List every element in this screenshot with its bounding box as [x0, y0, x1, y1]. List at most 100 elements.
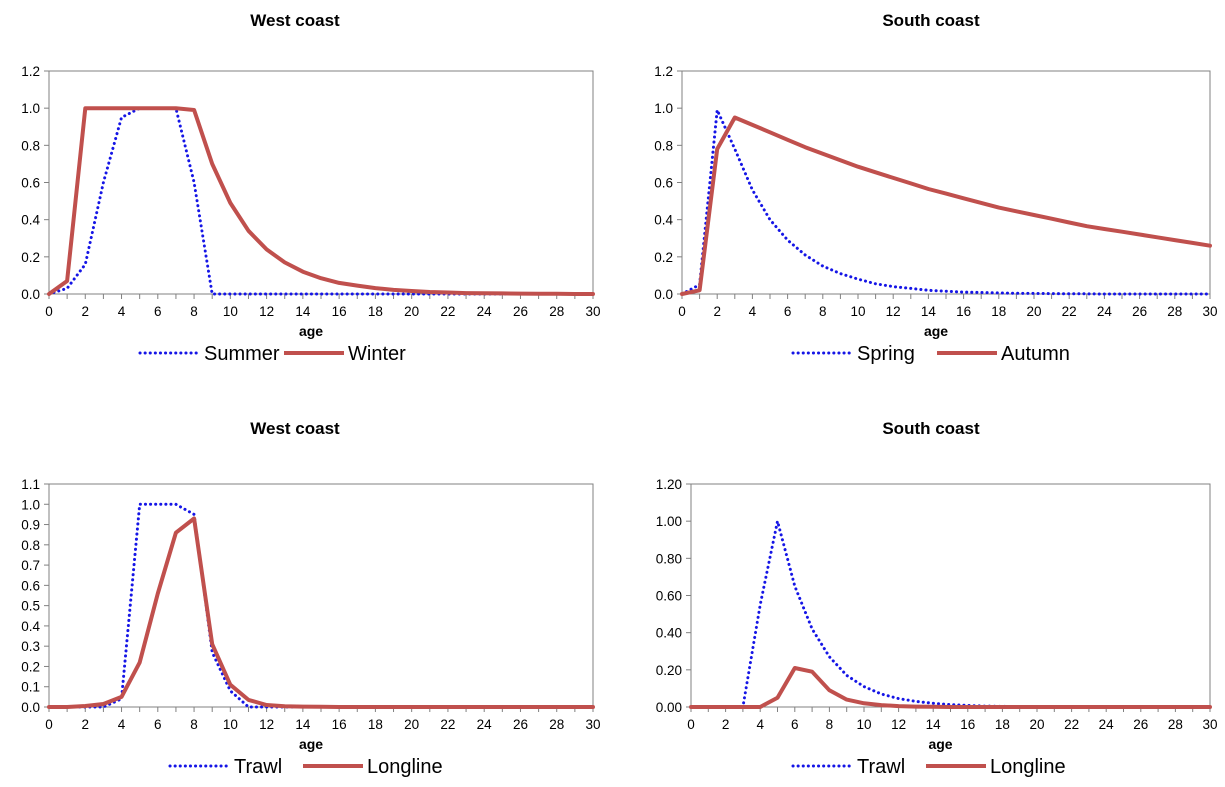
x-tick-label: 14: [295, 304, 311, 319]
y-tick-label: 1.00: [656, 514, 682, 529]
legend-item-spring: Spring: [791, 343, 915, 365]
plot-area: [690, 483, 1211, 708]
x-tick-label: 0: [687, 717, 695, 732]
y-tick-label: 0.3: [21, 639, 40, 654]
series-line-trawl: [689, 519, 1212, 709]
x-axis-label: age: [928, 736, 952, 752]
x-tick-label: 0: [678, 304, 686, 319]
legend-label: Spring: [857, 343, 915, 365]
legend-item-longline: Longline: [926, 756, 1066, 778]
x-tick-label: 6: [784, 304, 792, 319]
x-tick-label: 8: [190, 304, 198, 319]
y-tick-label: 0.5: [21, 599, 40, 614]
x-tick-label: 6: [154, 304, 162, 319]
x-tick-label: 18: [368, 717, 383, 732]
y-tick-label: 0.8: [21, 138, 40, 153]
chart-title: South coast: [882, 419, 980, 438]
y-tick-label: 0.2: [21, 659, 40, 674]
chart-title: West coast: [250, 419, 340, 438]
x-tick-label: 20: [404, 717, 419, 732]
x-tick-label: 14: [926, 717, 942, 732]
legend-item-longline: Longline: [303, 756, 443, 778]
x-tick-label: 20: [404, 304, 419, 319]
legend-item-trawl: Trawl: [168, 756, 282, 778]
y-tick-label: 0.8: [654, 138, 673, 153]
x-tick-label: 28: [1168, 717, 1183, 732]
x-tick-label: 2: [713, 304, 721, 319]
x-axis-label: age: [299, 323, 323, 339]
x-tick-label: 22: [1064, 717, 1079, 732]
y-tick-label: 0.1: [21, 680, 40, 695]
x-tick-label: 20: [1026, 304, 1041, 319]
x-tick-label: 24: [477, 304, 493, 319]
x-tick-label: 10: [223, 717, 238, 732]
chart-title: West coast: [250, 11, 340, 30]
x-tick-label: 12: [259, 717, 274, 732]
chart-title: South coast: [882, 11, 980, 30]
x-tick-label: 16: [960, 717, 975, 732]
x-tick-label: 12: [886, 304, 901, 319]
y-tick-label: 0.6: [21, 176, 40, 191]
x-tick-label: 26: [513, 717, 528, 732]
legend-label: Winter: [348, 343, 406, 365]
series-line-autumn: [680, 115, 1212, 296]
x-tick-label: 22: [440, 304, 455, 319]
legend-label: Longline: [367, 756, 443, 778]
x-tick-label: 30: [585, 717, 600, 732]
legend-item-autumn: Autumn: [937, 343, 1070, 365]
x-tick-label: 22: [1062, 304, 1077, 319]
series-line-longline: [47, 516, 595, 709]
x-tick-label: 24: [1097, 304, 1113, 319]
x-tick-label: 12: [259, 304, 274, 319]
x-tick-label: 6: [791, 717, 799, 732]
y-tick-label: 0.4: [21, 619, 40, 634]
y-tick-label: 0.4: [21, 213, 40, 228]
series-line-summer: [47, 106, 595, 296]
legend-label: Longline: [990, 756, 1066, 778]
x-tick-label: 26: [513, 304, 528, 319]
x-tick-label: 22: [440, 717, 455, 732]
legend-label: Autumn: [1001, 343, 1070, 365]
y-tick-label: 0.9: [21, 518, 40, 533]
y-tick-label: 0.6: [654, 176, 673, 191]
y-tick-label: 1.20: [656, 477, 682, 492]
y-tick-label: 0.20: [656, 663, 682, 678]
y-tick-label: 0.2: [654, 250, 673, 265]
x-tick-label: 4: [118, 717, 126, 732]
x-tick-label: 8: [826, 717, 834, 732]
y-tick-label: 1.0: [21, 101, 40, 116]
x-tick-label: 26: [1133, 717, 1148, 732]
x-tick-label: 4: [118, 304, 126, 319]
series-line-spring: [680, 108, 1212, 296]
x-tick-label: 0: [45, 717, 53, 732]
series-line-longline: [689, 666, 1212, 709]
x-tick-label: 18: [995, 717, 1010, 732]
x-tick-label: 2: [82, 304, 90, 319]
legend-item-summer: Summer: [138, 343, 280, 365]
y-tick-label: 1.2: [654, 64, 673, 79]
x-tick-label: 30: [1202, 717, 1217, 732]
y-tick-label: 0.0: [21, 287, 40, 302]
plot-area: [48, 70, 594, 295]
x-tick-label: 4: [756, 717, 764, 732]
x-tick-label: 18: [368, 304, 383, 319]
x-tick-label: 16: [332, 304, 347, 319]
legend-item-winter: Winter: [284, 343, 406, 365]
x-tick-label: 28: [549, 717, 564, 732]
y-tick-label: 1.2: [21, 64, 40, 79]
y-tick-label: 0.40: [656, 626, 682, 641]
y-tick-label: 0.8: [21, 538, 40, 553]
y-tick-label: 0.60: [656, 589, 682, 604]
y-tick-label: 1.0: [21, 497, 40, 512]
x-tick-label: 28: [549, 304, 564, 319]
series-line-winter: [47, 106, 595, 296]
legend-label: Trawl: [857, 756, 905, 778]
line-chart-4: South coast 0.00 0.20 0.40 0.60 0.80 1.00 1.20 0…: [656, 419, 1218, 778]
x-tick-label: 28: [1167, 304, 1182, 319]
line-chart-3: West coast 0.0 0.1 0.2 0.3 0.4 0.5 0.6 0.7 0.8 0.9…: [21, 419, 600, 778]
x-tick-label: 0: [45, 304, 53, 319]
y-tick-label: 1.0: [654, 101, 673, 116]
